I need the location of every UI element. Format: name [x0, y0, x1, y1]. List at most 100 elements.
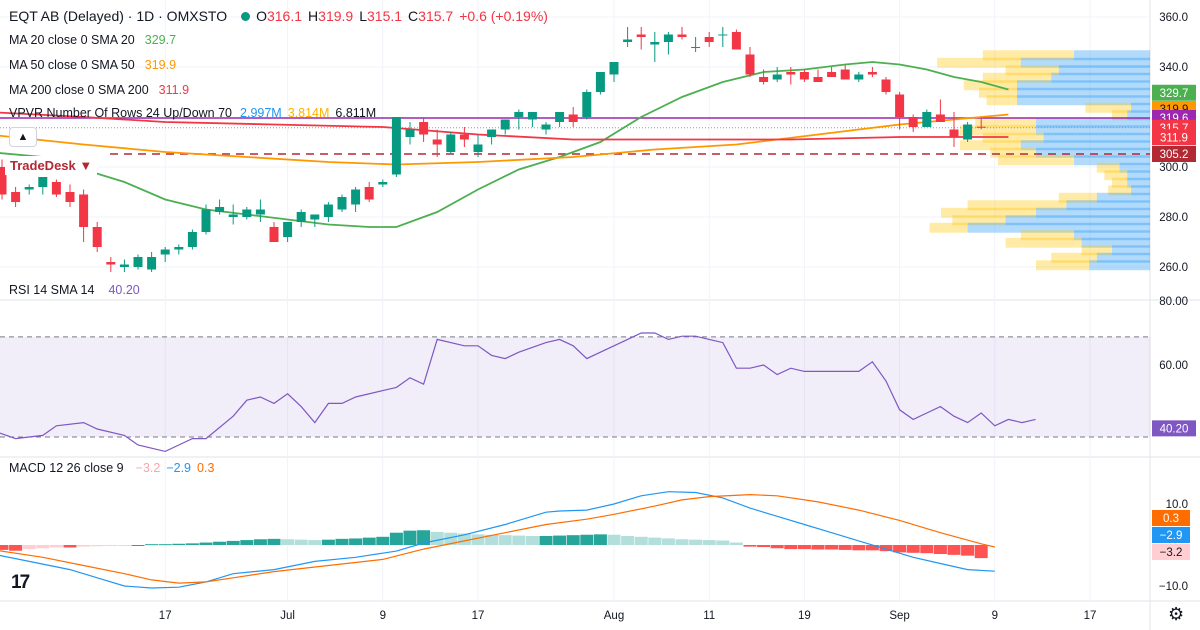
- vpvr-down-bar: [1096, 162, 1120, 173]
- macd-histogram-bar: [308, 540, 322, 545]
- candle-body: [935, 114, 945, 122]
- candle-body: [854, 74, 864, 80]
- candle-body: [650, 42, 660, 45]
- candle-body: [201, 209, 211, 232]
- macd-histogram-bar: [593, 534, 607, 545]
- ma20-legend[interactable]: MA 20 close 0 SMA 20 329.7: [9, 33, 182, 47]
- ma200-tag-label: 311.9: [1160, 132, 1188, 144]
- vpvr-up-bar: [1089, 260, 1150, 271]
- macd-histogram-bar: [689, 539, 703, 545]
- macd-value-tag: [1152, 527, 1190, 543]
- vpvr-down-bar: [979, 87, 1017, 98]
- vpvr-up-bar: [1058, 65, 1150, 76]
- macd-histogram-bar: [294, 539, 308, 545]
- vpvr-down-bar: [986, 95, 1017, 106]
- close-value: 315.7: [418, 8, 454, 24]
- macd-histogram-bar: [865, 545, 879, 551]
- ma50-legend[interactable]: MA 50 close 0 SMA 50 319.9: [9, 58, 182, 72]
- marker-label: TradeDesk: [10, 158, 76, 173]
- market-status-icon: [241, 12, 251, 21]
- candle-body: [51, 182, 61, 195]
- candle-body: [391, 117, 401, 175]
- candle-body: [677, 34, 687, 37]
- candle-body: [949, 129, 959, 137]
- vpvr-up-value: 2.997M: [240, 106, 282, 120]
- candle-body: [473, 144, 483, 152]
- candle-body: [541, 124, 551, 130]
- y-tick-label: 260.0: [1159, 262, 1188, 274]
- x-tick-label: 9: [992, 610, 998, 622]
- vpvr-up-bar: [1017, 80, 1150, 91]
- candle-body: [813, 77, 823, 82]
- macd-histogram-bar: [485, 534, 499, 545]
- gear-icon[interactable]: ⚙: [1168, 604, 1185, 624]
- candle-body: [704, 37, 714, 42]
- vpvr-down-bar: [1005, 65, 1059, 76]
- rsi-y-tick-label: 80.00: [1159, 296, 1188, 308]
- vpvr-legend[interactable]: VPVR Number Of Rows 24 Up/Down 70 2.997M 3…: [9, 106, 382, 120]
- macd-histogram-bar: [104, 545, 118, 546]
- macd-histogram-bar: [77, 545, 91, 547]
- x-tick-label: Aug: [604, 610, 624, 622]
- vpvr-up-bar: [1036, 125, 1150, 136]
- vpvr-up-bar: [1096, 192, 1150, 203]
- candle-body: [187, 232, 197, 247]
- macd-histogram-bar: [879, 545, 893, 552]
- ma200-legend[interactable]: MA 200 close 0 SMA 200 311.9: [9, 83, 195, 97]
- vpvr-up-bar: [1127, 177, 1150, 188]
- rsi-line: [0, 332, 1036, 453]
- macd-legend[interactable]: MACD 12 26 close 9 −3.2 −2.9 0.3: [9, 461, 220, 475]
- macd-histogram-bar: [920, 545, 934, 554]
- candle-body: [351, 189, 361, 205]
- vpvr-down-bar: [1036, 260, 1090, 271]
- candle-body: [867, 72, 877, 75]
- macd-histogram-bar: [757, 545, 771, 548]
- vpvr-up-bar: [1127, 170, 1150, 181]
- rsi-legend[interactable]: RSI 14 SMA 14 40.20: [9, 283, 146, 297]
- vpvr-up-bar: [967, 222, 1150, 233]
- macd-histogram-bar: [661, 538, 675, 545]
- macd-histogram-bar: [716, 540, 730, 545]
- tradingview-logo-icon[interactable]: 17: [11, 572, 30, 594]
- candle-body: [323, 204, 333, 217]
- collapse-legend-button[interactable]: ▲: [9, 127, 37, 147]
- macd-histogram-bar: [63, 545, 77, 548]
- vpvr-down-bar: [1051, 252, 1097, 263]
- candle-body: [895, 94, 905, 117]
- macd-histogram-bar: [335, 538, 349, 545]
- candle-body: [663, 34, 673, 42]
- vpvr-up-bar: [1043, 132, 1150, 143]
- ma20-tag-label: 329.7: [1160, 88, 1189, 100]
- vpvr-up-bar: [1020, 140, 1150, 151]
- macd-line-signal: [0, 493, 995, 584]
- vpvr-down-bar: [1085, 102, 1131, 113]
- ma20-value: 329.7: [144, 33, 177, 47]
- macd-label: MACD 12 26 close 9: [9, 461, 124, 475]
- candle-body: [745, 54, 755, 75]
- candle-body: [133, 257, 143, 267]
- macd-histogram-bar: [566, 535, 580, 545]
- vpvr-down-bar: [929, 222, 968, 233]
- vpvr-down-value: 3.814M: [287, 106, 330, 120]
- tradedesk-marker[interactable]: TradeDesk ▼: [5, 156, 98, 175]
- macd-histogram-bar: [525, 535, 539, 545]
- candle-body: [405, 129, 415, 137]
- vpvr-up-bar: [1074, 50, 1150, 61]
- macd-histogram-bar: [158, 544, 172, 546]
- candle-body: [119, 264, 129, 267]
- candle-body: [881, 79, 891, 92]
- vpvr-up-bar: [1119, 162, 1150, 173]
- macd-histogram-bar: [607, 534, 621, 545]
- macd-histogram-bar: [226, 540, 240, 545]
- vpvr-up-bar: [1020, 57, 1150, 68]
- x-tick-label: 19: [798, 610, 811, 622]
- macd-histogram-bar: [675, 539, 689, 545]
- candle-body: [65, 192, 75, 202]
- macd-histogram-bar: [811, 545, 825, 550]
- macd-histogram-bar: [90, 545, 104, 547]
- vpvr-up-bar: [1005, 215, 1150, 226]
- candle-body: [228, 214, 238, 217]
- candle-body: [174, 247, 184, 250]
- rsi-value: 40.20: [108, 283, 140, 297]
